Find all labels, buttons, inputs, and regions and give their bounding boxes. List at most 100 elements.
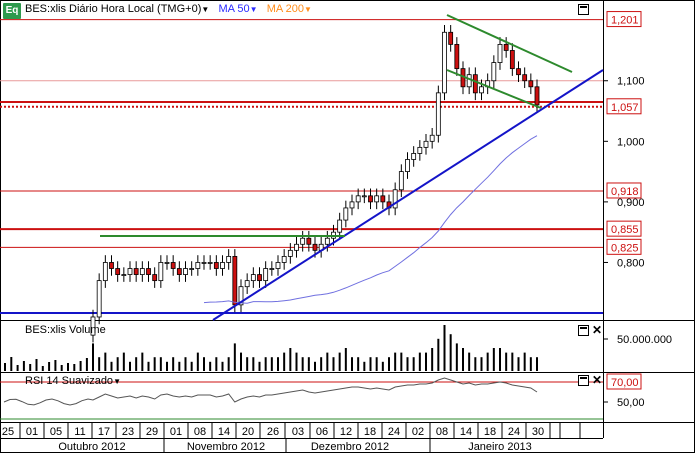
candle-body: [121, 274, 127, 276]
maximize-price-pane-icon[interactable]: [578, 4, 589, 15]
time-axis-day-label: 24: [508, 426, 520, 438]
candle-body: [183, 268, 188, 275]
candle-body: [398, 171, 404, 191]
price-tick-label: 1,000: [617, 136, 645, 148]
time-axis-month-label: Janeiro 2013: [468, 441, 532, 453]
candle-body: [207, 262, 213, 264]
candle-body: [516, 68, 521, 76]
price-tick-label: 0,900: [617, 197, 645, 209]
maximize-rsi-pane-icon[interactable]: [578, 375, 589, 386]
candle-body: [361, 195, 367, 198]
candle-body: [294, 243, 299, 251]
level-label: 0,918: [611, 186, 639, 198]
ma200-label[interactable]: MA 200: [266, 3, 305, 15]
level-label-box: [606, 220, 642, 237]
level-label: 1,201: [611, 15, 639, 27]
candle-body: [509, 50, 515, 70]
candle-body: [374, 195, 380, 203]
candle-body: [201, 262, 207, 264]
time-axis-day-label: 01: [26, 426, 38, 438]
candle-body: [442, 31, 447, 94]
time-axis-day-label: 14: [218, 426, 230, 438]
trendline-uptrend: [212, 69, 604, 321]
app-badge[interactable]: Eq: [3, 3, 21, 19]
time-axis-day-label: 20: [242, 426, 254, 438]
candle-body: [522, 74, 528, 82]
maximize-volume-pane-icon[interactable]: [578, 325, 589, 336]
time-axis-day-label: 03: [292, 426, 304, 438]
time-axis-day-label: 18: [364, 426, 376, 438]
rsi-dropdown-icon[interactable]: ▼: [113, 377, 121, 386]
time-axis-day-label: 29: [146, 426, 158, 438]
candle-body: [448, 31, 454, 45]
candle-body: [139, 268, 145, 275]
candle-body: [300, 237, 306, 245]
time-axis-day-label: 25: [2, 426, 14, 438]
candle-body: [343, 207, 349, 221]
candle-body: [90, 316, 96, 336]
chart-header: BES:xlis Diário Hora Local (TMG+0)▼ MA 5…: [25, 3, 312, 15]
candle-body: [528, 80, 534, 88]
ma200-dropdown-icon[interactable]: ▼: [304, 5, 312, 14]
candle-body: [417, 146, 423, 154]
candle-body: [226, 255, 232, 263]
candle-body: [423, 140, 429, 148]
candle-body: [133, 268, 139, 275]
candle-body: [287, 249, 293, 257]
time-axis-day-label: 12: [340, 426, 352, 438]
candle-body: [405, 159, 410, 173]
candle-body: [435, 92, 441, 136]
volume-axis-label: 50.000.000: [617, 334, 672, 346]
candle-body: [189, 268, 195, 270]
level-label-box: [606, 182, 642, 199]
level-label-box: [606, 238, 642, 255]
candle-body: [337, 219, 343, 233]
candle-body: [324, 237, 330, 245]
candle-body: [491, 62, 497, 82]
time-axis-day-label: 26: [267, 426, 279, 438]
symbol-title[interactable]: BES:xlis Diário Hora Local (TMG+0): [25, 3, 202, 15]
candle-body: [503, 44, 509, 51]
candle-body: [275, 262, 281, 269]
candle-body: [368, 195, 373, 203]
rsi-title-text[interactable]: RSI 14 Suavizado: [25, 375, 114, 387]
ma50-label[interactable]: MA 50: [218, 3, 250, 15]
time-axis-day-label: 08: [194, 426, 206, 438]
level-label: 0,825: [611, 242, 639, 254]
candle-body: [355, 195, 361, 203]
candle-body: [411, 153, 417, 160]
candle-body: [250, 274, 256, 282]
candle-body: [497, 44, 503, 63]
candle-body: [466, 74, 472, 88]
candle-body: [479, 86, 484, 94]
candle-body: [127, 268, 133, 275]
close-rsi-pane-icon[interactable]: ✕: [592, 373, 603, 387]
close-volume-pane-icon[interactable]: ✕: [592, 323, 603, 337]
candle-body: [306, 237, 312, 245]
price-tick-label: 1,100: [617, 76, 645, 88]
volume-pane-title: BES:xlis Volume: [25, 324, 106, 336]
candle-body: [472, 74, 478, 94]
candle-body: [220, 262, 225, 269]
candle-body: [146, 268, 151, 275]
candle-body: [263, 268, 269, 282]
time-axis-day-label: 02: [412, 426, 424, 438]
trendline-channel-top: [446, 14, 573, 73]
symbol-dropdown-icon[interactable]: ▼: [201, 5, 210, 14]
time-axis-day-label: 17: [98, 426, 110, 438]
time-axis-day-label: 24: [388, 426, 400, 438]
rsi-mid-label: 50,00: [617, 397, 645, 409]
time-axis-month-label: Dezembro 2012: [311, 441, 389, 453]
time-axis-month-label: Outubro 2012: [58, 441, 125, 453]
ma50-dropdown-icon[interactable]: ▼: [249, 5, 258, 14]
candle-body: [195, 262, 201, 269]
candle-body: [429, 134, 435, 142]
candle-body: [349, 201, 355, 209]
time-axis-day-label: 14: [460, 426, 472, 438]
candle-body: [109, 262, 114, 269]
candle-body: [232, 255, 238, 306]
candle-body: [257, 274, 262, 282]
candle-body: [96, 280, 102, 318]
